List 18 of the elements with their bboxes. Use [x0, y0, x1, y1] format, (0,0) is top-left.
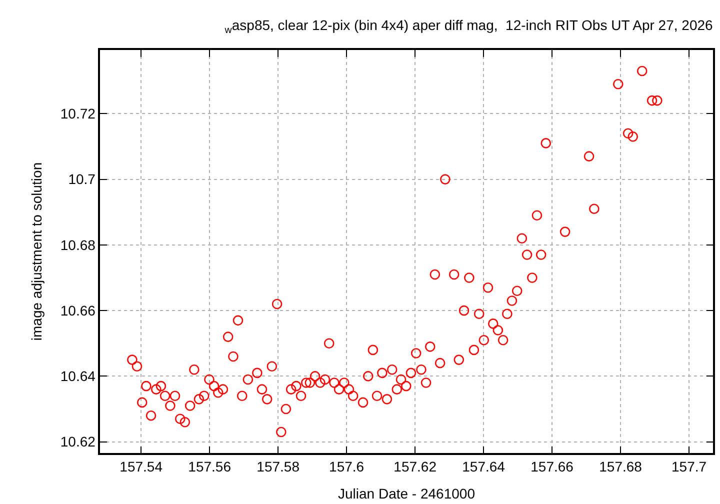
y-tick-label: 10.62	[60, 434, 96, 450]
x-tick-label: 157.7	[672, 458, 707, 475]
x-axis-title: Julian Date - 2461000	[338, 485, 476, 502]
x-tick-label: 157.54	[120, 458, 163, 475]
y-tick-label: 10.68	[60, 236, 96, 253]
x-tick-label: 157.58	[256, 458, 300, 475]
y-tick-label: 10.64	[60, 368, 96, 384]
y-axis-title: image adjustment to solution	[28, 162, 45, 341]
x-tick-label: 157.66	[530, 458, 574, 475]
x-tick-label: 157.62	[394, 458, 437, 475]
chart-title: $_{w}$asp85, clear 12-pix (bin 4x4) aper diff mag, 12-inch RIT Obs UT Apr 27, 2026	[224, 16, 714, 36]
y-tick-label: 10.72	[60, 106, 96, 122]
y-tick-label: 10.66	[60, 302, 96, 318]
x-tick-label: 157.68	[599, 458, 642, 475]
x-tick-label: 157.56	[188, 458, 232, 475]
y-tick-label: 10.7	[68, 171, 96, 188]
x-tick-label: 157.64	[462, 458, 506, 475]
x-tick-label: 157.6	[329, 458, 364, 475]
